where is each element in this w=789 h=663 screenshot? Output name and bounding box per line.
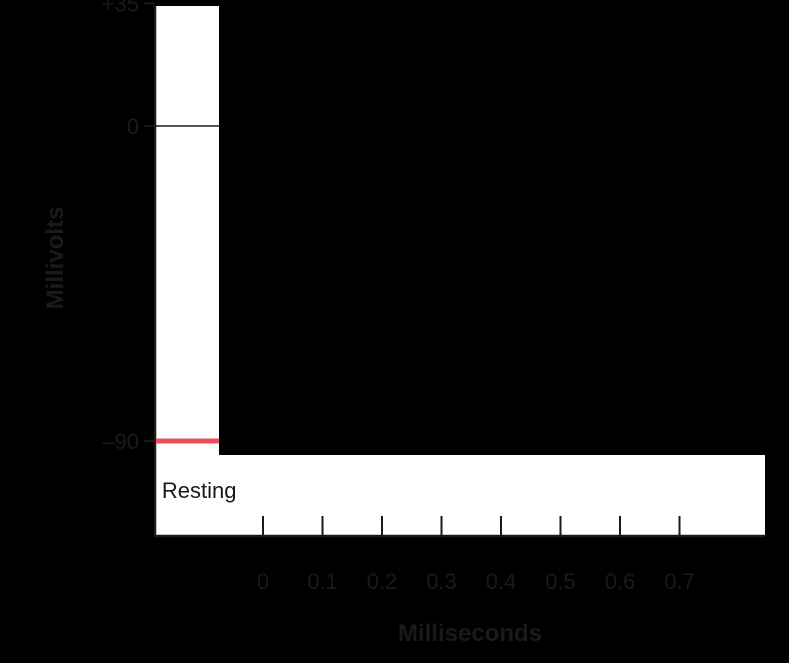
annotation-resting-label: Resting: [162, 478, 237, 503]
y-axis-title: Millivolts: [42, 207, 69, 310]
x-tick-label: 0.6: [605, 569, 636, 594]
x-tick-label: 0.2: [367, 569, 398, 594]
x-tick-label: 0.1: [307, 569, 338, 594]
x-tick-label: 0.5: [545, 569, 576, 594]
occluding-block: [219, 0, 789, 455]
x-tick-label: 0: [257, 569, 269, 594]
y-tick-label: 0: [127, 114, 139, 139]
y-tick-label: –90: [102, 429, 139, 454]
x-axis-title: Milliseconds: [398, 620, 542, 647]
x-tick-label: 0.3: [426, 569, 457, 594]
x-tick-label: 0.7: [664, 569, 695, 594]
x-tick-label: 0.4: [486, 569, 517, 594]
y-tick-label: +35: [102, 0, 139, 17]
